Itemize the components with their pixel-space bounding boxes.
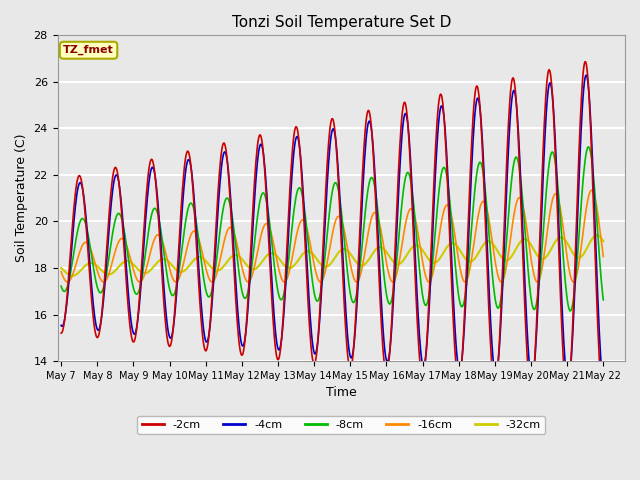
Legend: -2cm, -4cm, -8cm, -16cm, -32cm: -2cm, -4cm, -8cm, -16cm, -32cm <box>138 416 545 434</box>
Y-axis label: Soil Temperature (C): Soil Temperature (C) <box>15 134 28 263</box>
Text: TZ_fmet: TZ_fmet <box>63 45 114 55</box>
Title: Tonzi Soil Temperature Set D: Tonzi Soil Temperature Set D <box>232 15 451 30</box>
X-axis label: Time: Time <box>326 386 356 399</box>
